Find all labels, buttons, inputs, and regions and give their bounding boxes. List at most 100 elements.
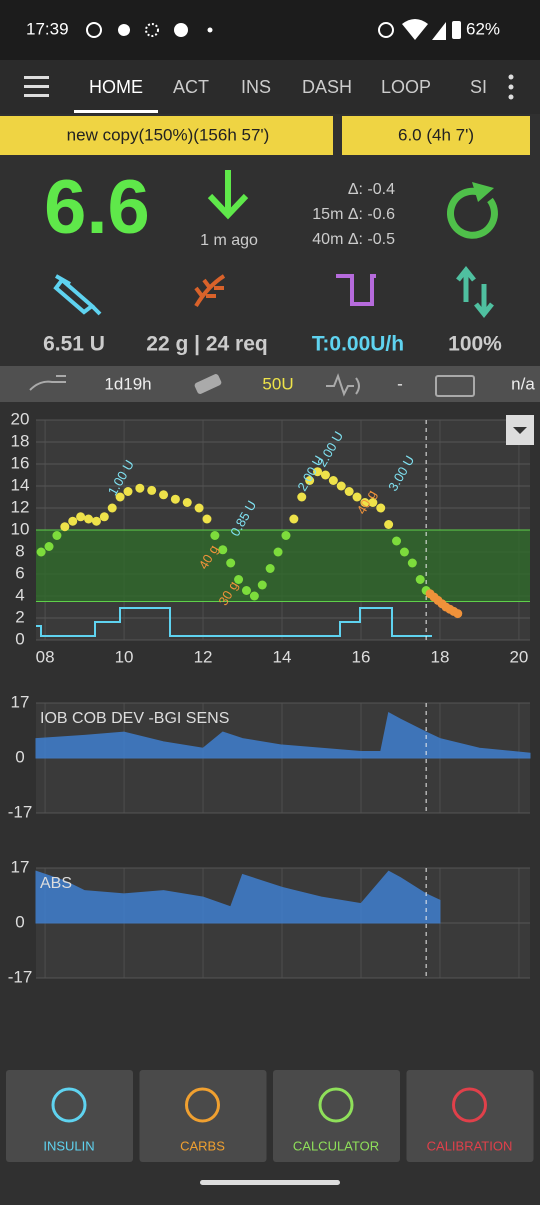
x-tick-label: 20	[509, 647, 528, 666]
reservoir-icon	[194, 374, 222, 394]
x-tick-label: 16	[352, 647, 371, 666]
bg-reading	[384, 520, 394, 529]
action-button[interactable]	[273, 1070, 400, 1162]
bg-reading	[376, 503, 386, 513]
cob-value: 22 g | 24 req	[146, 333, 267, 356]
basal-icon	[336, 274, 376, 306]
overflow-dot[interactable]	[508, 74, 514, 80]
x-tick-label: 12	[194, 647, 213, 666]
y-tick-label: 18	[11, 431, 30, 450]
profile-button[interactable]	[0, 116, 333, 155]
bg-reading	[336, 481, 346, 491]
nav-handle	[200, 1180, 340, 1185]
delta: Δ: -0.4	[348, 181, 395, 198]
tab[interactable]: SI	[470, 77, 487, 97]
tab[interactable]: ACT	[173, 77, 209, 97]
target-value: 6.0 (4h 7')	[398, 125, 474, 144]
autosens: 100%	[448, 333, 502, 356]
y-tick-label: 4	[15, 585, 24, 604]
tab[interactable]: LOOP	[381, 77, 431, 97]
bg-reading	[44, 542, 54, 551]
menu-button[interactable]	[24, 76, 49, 97]
dnd-icon	[378, 22, 394, 38]
bg-reading	[52, 531, 62, 540]
x-tick-label: 18	[431, 647, 450, 666]
y-tick-label: 6	[15, 563, 24, 582]
button-icon	[452, 1087, 487, 1123]
y-tick-label: -17	[8, 967, 33, 986]
target-range	[36, 530, 530, 602]
y-tick-label: 12	[11, 497, 30, 516]
x-tick-label: 14	[273, 647, 292, 666]
action-button[interactable]	[139, 1070, 267, 1162]
status-icon	[86, 22, 102, 38]
sensitivity-icon	[456, 265, 494, 319]
bg-reading	[344, 487, 354, 496]
y-tick-label: -17	[8, 802, 33, 821]
bg-value: 6.6	[44, 165, 150, 250]
trend-arrow	[207, 170, 249, 220]
bg-reading	[415, 575, 425, 584]
cannula-icon	[29, 375, 66, 391]
bg-reading	[210, 531, 220, 540]
bg-reading	[159, 490, 169, 500]
temp-basal: T:0.00U/h	[312, 333, 404, 356]
bg-reading	[273, 547, 283, 557]
action-button[interactable]	[6, 1070, 133, 1162]
sensor-age: -	[397, 374, 403, 393]
status-icon	[174, 23, 188, 37]
overflow-dot	[508, 84, 514, 90]
y-tick-label: 17	[11, 692, 30, 711]
action-button[interactable]	[406, 1070, 534, 1162]
carbs-icon	[194, 274, 226, 308]
bg-reading	[392, 536, 402, 546]
bg-reading	[202, 514, 212, 524]
loop-icon[interactable]	[447, 187, 498, 239]
bg-reading	[135, 483, 145, 493]
battery-status-icon	[435, 375, 475, 397]
bg-age: 1 m ago	[200, 232, 258, 249]
tab[interactable]: HOME	[89, 77, 143, 97]
bg-reading	[147, 485, 157, 495]
x-tick-label: 08	[36, 647, 55, 666]
tab-indicator	[74, 110, 158, 113]
bg-reading	[60, 522, 70, 532]
bg-reading	[328, 476, 338, 485]
bg-reading	[289, 514, 299, 524]
bg-reading	[313, 467, 323, 477]
y-tick-label: 8	[15, 541, 24, 560]
button-icon	[318, 1087, 354, 1123]
y-tick-label: 17	[11, 857, 30, 876]
area	[35, 711, 531, 759]
cannula-age: 1d19h	[104, 374, 151, 393]
bg-reading	[123, 487, 133, 496]
button-label: CARBS	[180, 1138, 225, 1153]
bg-reading	[368, 498, 378, 507]
bg-reading	[360, 498, 370, 507]
y-tick-label: 10	[11, 519, 30, 538]
y-tick-label: 16	[11, 453, 30, 472]
bg-reading	[68, 516, 78, 526]
bg-reading	[241, 586, 251, 595]
button-icon	[51, 1087, 87, 1123]
abs-graph: -17 0 17 ABS	[8, 857, 530, 986]
wifi-icon	[402, 19, 428, 40]
bg-reading	[234, 575, 244, 584]
reservoir: 50U	[262, 374, 293, 393]
bg-reading	[257, 580, 267, 590]
menu-line	[24, 76, 49, 79]
battery-level: 62%	[466, 19, 500, 38]
prediction	[453, 609, 463, 619]
tab[interactable]: INS	[241, 77, 271, 97]
target-button[interactable]	[342, 116, 530, 155]
status-icon	[118, 24, 130, 36]
bg-reading	[218, 545, 228, 555]
bg-reading	[194, 503, 204, 513]
tab[interactable]: DASH	[302, 77, 352, 97]
button-label: CALCULATOR	[293, 1138, 379, 1153]
x-tick-label: 10	[115, 647, 134, 666]
graph-label: ABS	[40, 875, 72, 892]
clock: 17:39	[26, 19, 69, 38]
